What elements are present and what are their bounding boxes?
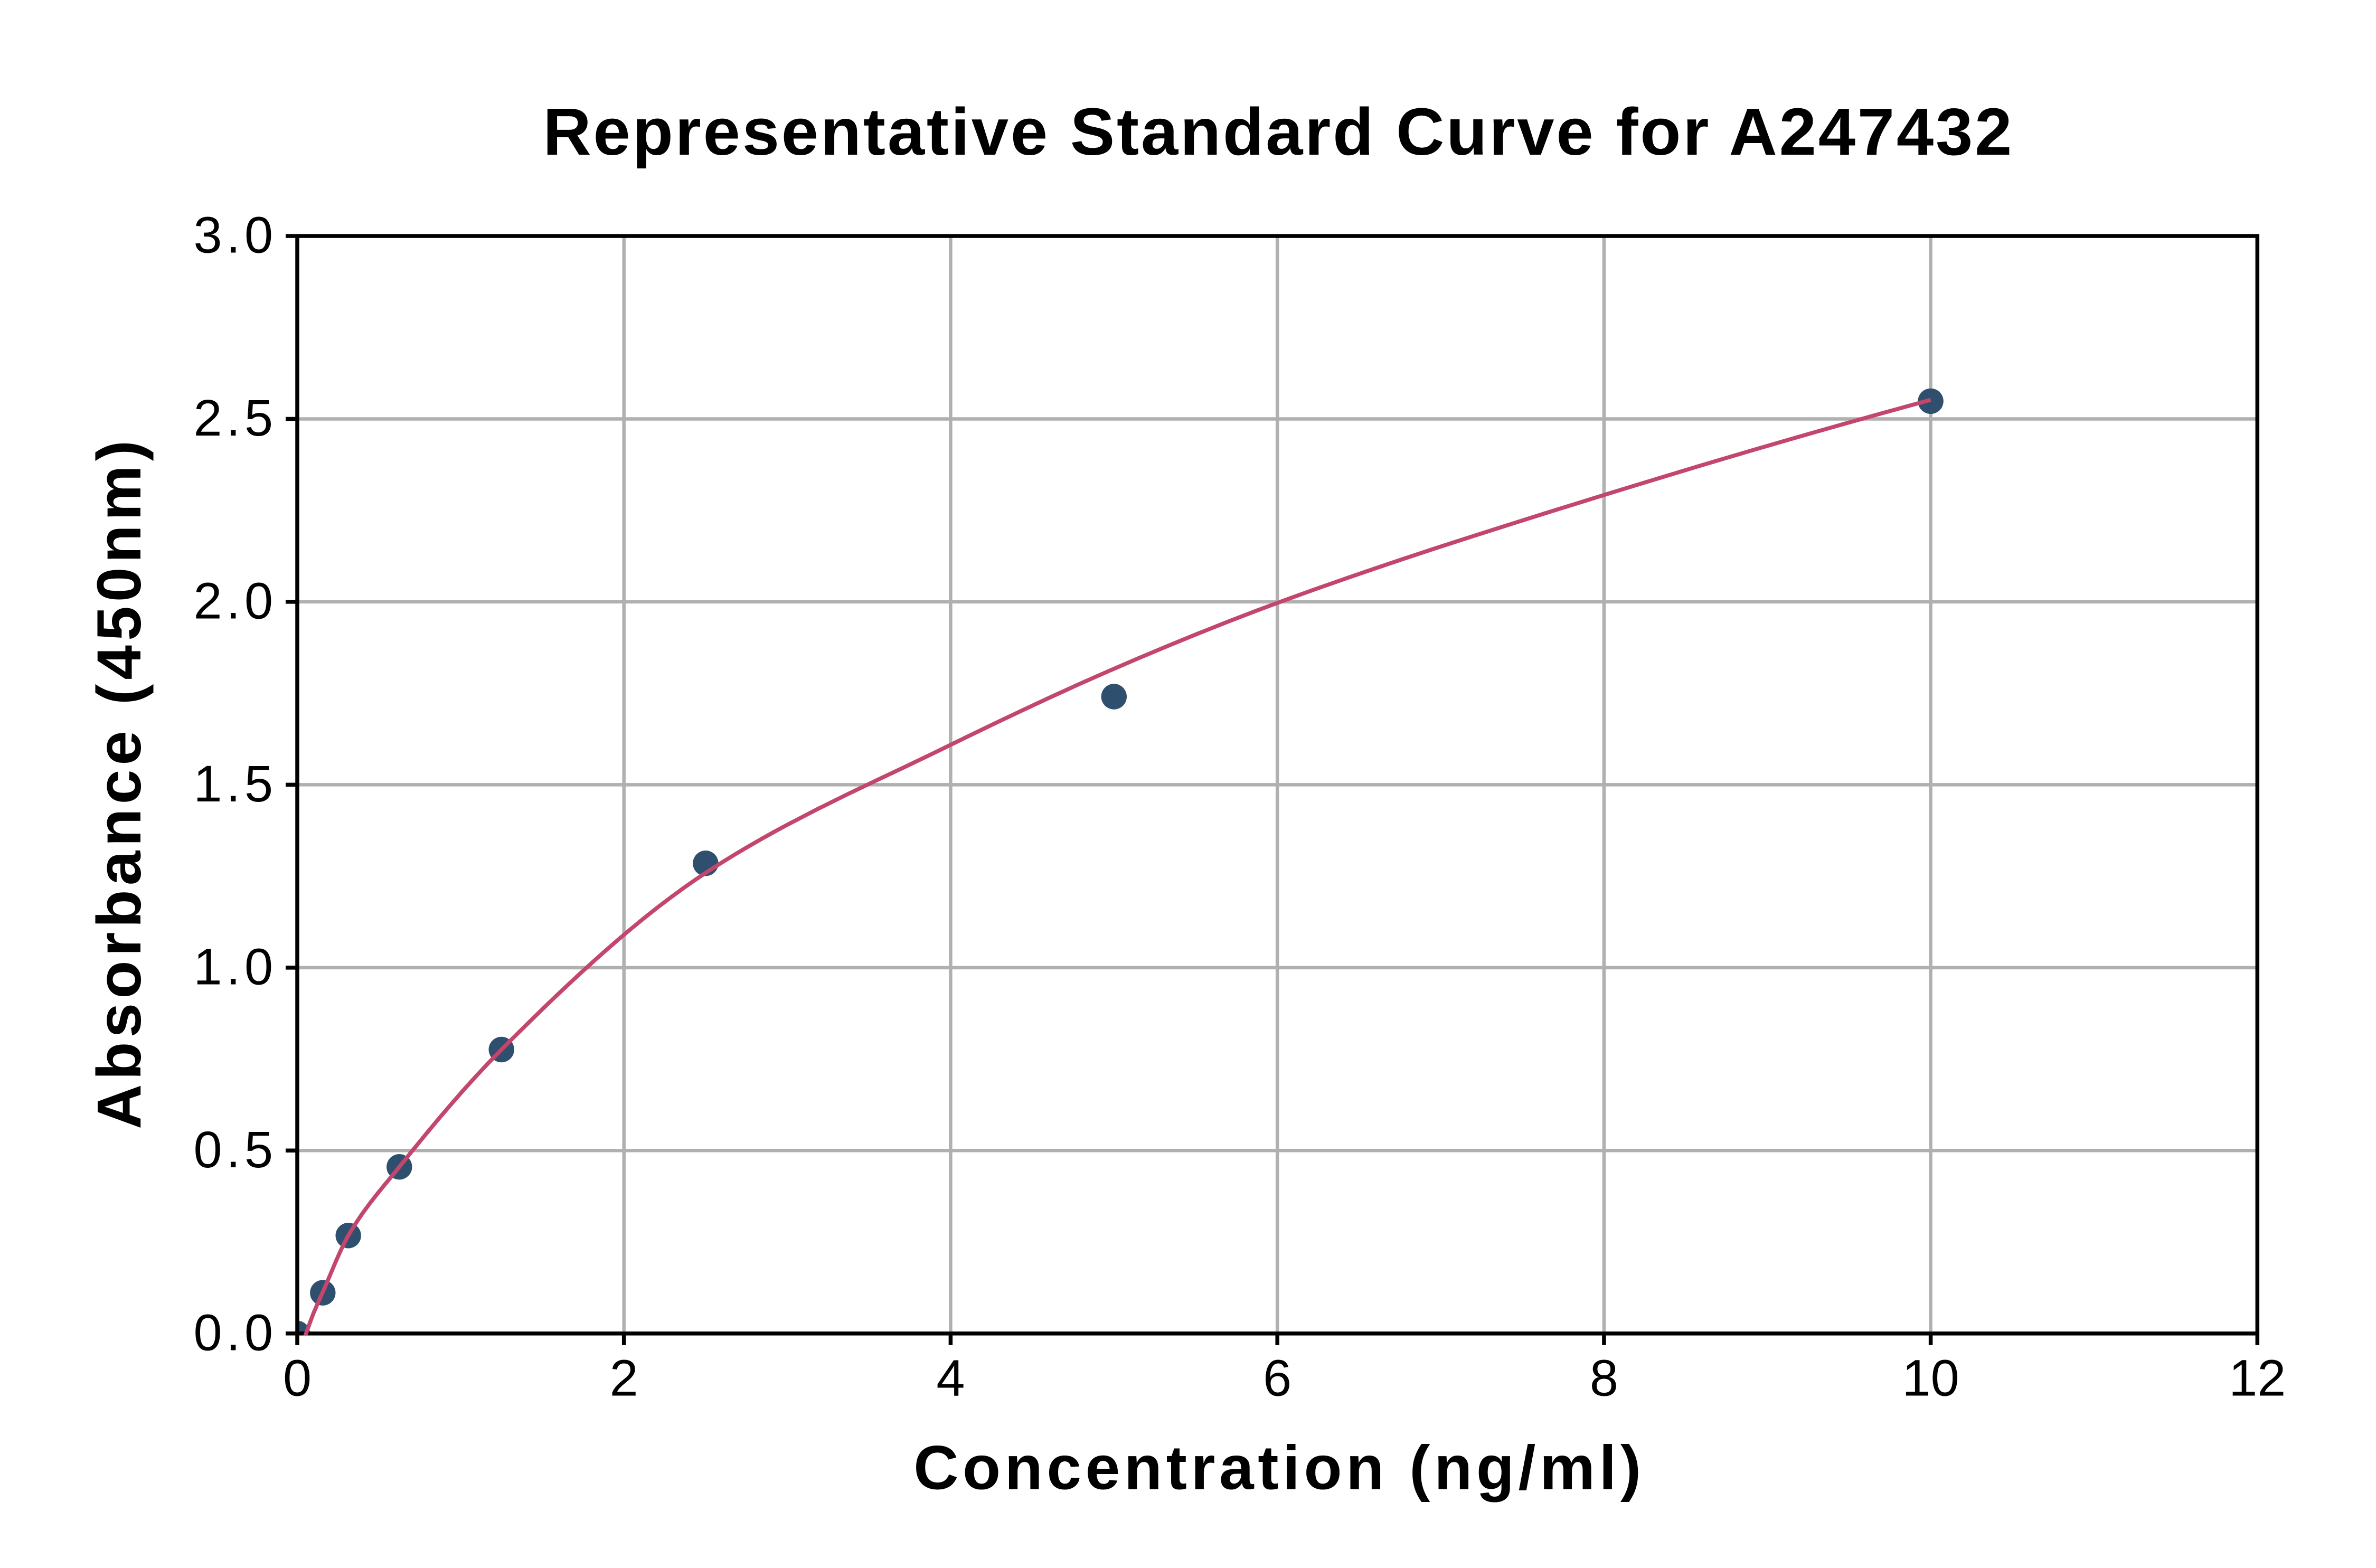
svg-text:0.0: 0.0 [194,1303,274,1361]
svg-text:2.5: 2.5 [194,389,274,447]
svg-text:4: 4 [936,1349,965,1406]
svg-text:Concentration (ng/ml): Concentration (ng/ml) [913,1433,1641,1503]
svg-text:6: 6 [1263,1349,1291,1406]
svg-text:12: 12 [2229,1349,2286,1406]
svg-text:Absorbance (450nm): Absorbance (450nm) [84,440,154,1129]
svg-text:1.5: 1.5 [194,755,274,813]
svg-text:10: 10 [1902,1349,1959,1406]
svg-text:1.0: 1.0 [194,938,274,995]
svg-text:2: 2 [610,1349,638,1406]
svg-text:0: 0 [283,1349,312,1406]
svg-text:2.0: 2.0 [194,572,274,629]
svg-text:0.5: 0.5 [194,1121,274,1178]
svg-text:Representative Standard Curve: Representative Standard Curve for A24743… [543,95,2012,169]
svg-text:3.0: 3.0 [194,206,274,264]
svg-text:8: 8 [1590,1349,1618,1406]
